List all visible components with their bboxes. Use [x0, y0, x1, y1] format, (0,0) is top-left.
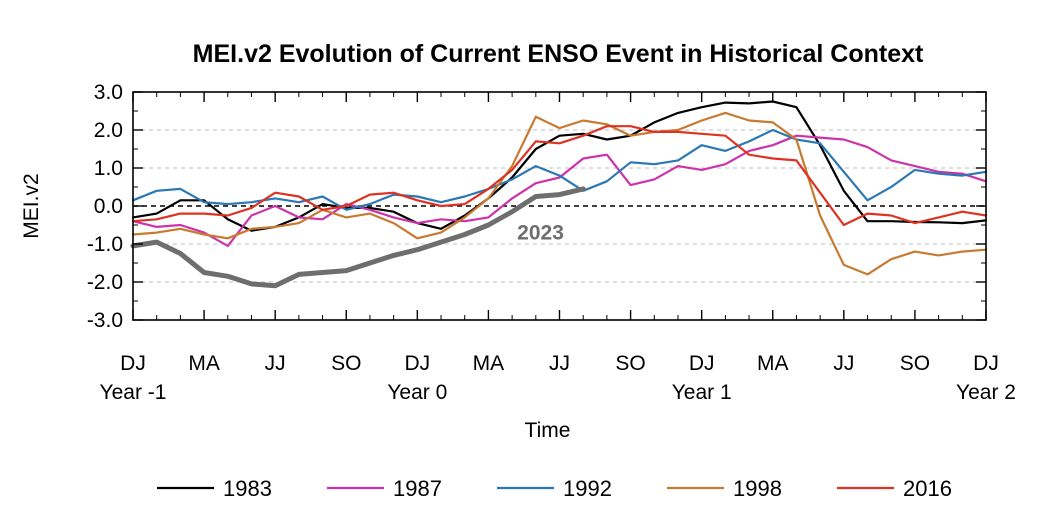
series-lines [130, 100, 988, 289]
series-line-2016 [131, 125, 988, 227]
x-tick-label: DJ [689, 352, 715, 375]
legend-label-1987: 1987 [393, 476, 442, 501]
y-tick-label: -1.0 [87, 233, 123, 256]
series-line-1992 [131, 128, 988, 211]
grid-lines [133, 129, 986, 283]
series-line-1987 [131, 134, 988, 247]
legend-label-1992: 1992 [563, 476, 612, 501]
legend-label-2016: 2016 [903, 476, 952, 501]
x-tick-label: DJ [404, 352, 430, 375]
x-tick-label: DJ [973, 352, 999, 375]
x-tick-label: MA [757, 352, 789, 375]
y-tick-label: -3.0 [87, 309, 123, 332]
legend: 1983 1987 1992 1998 2016 [157, 476, 952, 501]
x-tick-label: SO [900, 352, 930, 375]
y-tick-label: 2.0 [94, 119, 123, 142]
y-tick-label: 0.0 [94, 195, 123, 218]
x-tick-label: SO [615, 352, 645, 375]
axis-ticks: 3.0 2.0 1.0 0.0 -1.0 -2.0 -3.0 DJ Year -1 MA JJ SO D… [87, 81, 1016, 404]
legend-label-1998: 1998 [733, 476, 782, 501]
series-line-2023 [130, 186, 586, 289]
y-axis-title: MEI.v2 [20, 173, 43, 238]
annotations: 2023 [517, 222, 564, 245]
y-tick-label: 3.0 [94, 81, 123, 104]
chart-title: MEI.v2 Evolution of Current ENSO Event i… [193, 40, 924, 68]
y-tick-label: 1.0 [94, 157, 123, 180]
x-tick-sublabel: Year 1 [672, 381, 732, 404]
legend-label-1983: 1983 [223, 476, 272, 501]
x-tick-sublabel: Year -1 [100, 381, 167, 404]
series-annotation: 2023 [517, 222, 564, 245]
x-tick-label: JJ [265, 352, 286, 375]
y-tick-label: -2.0 [87, 271, 123, 294]
series-line-1998 [131, 111, 988, 276]
x-tick-sublabel: Year 2 [956, 381, 1016, 404]
x-tick-label: SO [331, 352, 361, 375]
x-tick-label: DJ [120, 352, 146, 375]
x-tick-label: JJ [833, 352, 854, 375]
x-tick-label: MA [473, 352, 505, 375]
x-axis-title: Time [525, 419, 571, 442]
x-tick-label: MA [188, 352, 220, 375]
x-tick-sublabel: Year 0 [387, 381, 447, 404]
x-tick-label: JJ [549, 352, 570, 375]
